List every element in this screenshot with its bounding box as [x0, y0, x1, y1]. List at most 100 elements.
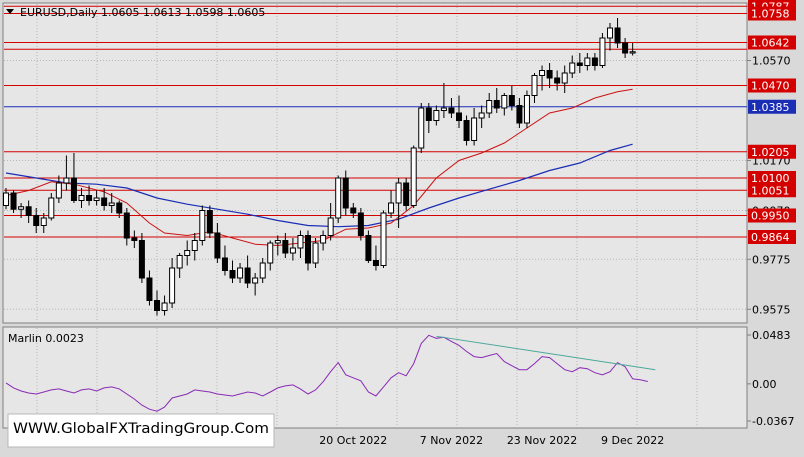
level-label: 0.9864 — [751, 231, 790, 244]
candle-bear — [622, 42, 629, 54]
candle-bull — [18, 206, 25, 210]
candle-bull — [629, 51, 636, 54]
candle-bull — [108, 202, 115, 206]
candle-bull — [584, 57, 591, 66]
x-tick-label: 9 Dec 2022 — [601, 434, 664, 447]
candle-bull — [48, 197, 55, 219]
y-tick-label: 1.0570 — [752, 55, 791, 68]
candle-bear — [25, 206, 32, 216]
candle-bear — [372, 260, 379, 266]
candle-bull — [599, 37, 606, 66]
candle-bull — [259, 262, 266, 279]
level-label-box — [748, 99, 796, 114]
candle-bull — [433, 110, 440, 121]
candle-bear — [305, 235, 311, 264]
candle-bear — [342, 177, 349, 209]
candle-bull — [40, 217, 47, 226]
level-label: 1.0385 — [751, 101, 790, 114]
candle-bull — [478, 112, 485, 119]
candle-bear — [365, 235, 372, 261]
candle-bull — [191, 240, 198, 251]
candle-bull — [486, 100, 493, 114]
candle-bull — [78, 195, 85, 201]
candle-bull — [471, 117, 478, 141]
candle-bear — [516, 105, 523, 124]
level-label: 1.0205 — [751, 146, 790, 159]
candle-bull — [63, 177, 70, 184]
osc-y-tick-label: -0.0367 — [752, 415, 794, 428]
candle-bear — [282, 240, 289, 254]
osc-y-tick-label: 0.0483 — [752, 329, 791, 342]
candle-bear — [146, 277, 153, 301]
candle-bull — [569, 62, 576, 74]
osc-y-tick-label: 0.00 — [752, 378, 777, 391]
candle-bear — [576, 62, 583, 66]
candle-bear — [70, 177, 77, 201]
candle-bear — [131, 237, 138, 241]
level-label-box — [748, 230, 796, 244]
candle-bull — [523, 95, 530, 124]
candle-bull — [93, 197, 100, 201]
candle-bull — [410, 147, 417, 206]
level-label-box — [748, 35, 796, 50]
candle-bear — [244, 267, 251, 284]
candle-bull — [184, 250, 191, 256]
candle-bull — [327, 217, 334, 236]
candle-bull — [3, 192, 9, 206]
candle-bull — [274, 240, 281, 244]
x-tick-label: 7 Nov 2022 — [420, 434, 483, 447]
candle-bull — [388, 202, 395, 214]
candle-bear — [493, 100, 500, 109]
level-label-box — [748, 183, 796, 198]
candle-bull — [531, 75, 538, 96]
level-label: 1.0470 — [751, 80, 790, 93]
candle-bear — [591, 57, 598, 66]
candle-bear — [214, 232, 221, 259]
candle-bear — [456, 112, 462, 121]
symbol-info: EURUSD,Daily 1.0605 1.0613 1.0598 1.0605 — [20, 6, 265, 19]
level-label: 0.9950 — [751, 210, 790, 223]
x-tick-label: 20 Oct 2022 — [319, 434, 387, 447]
y-tick-label: 0.9575 — [752, 303, 791, 316]
candle-bear — [357, 212, 364, 236]
oscillator-title: Marlin 0.0023 — [8, 332, 84, 345]
candle-bear — [10, 192, 17, 210]
watermark-box — [7, 413, 275, 448]
candle-bull — [501, 95, 508, 109]
y-tick-label: 0.9775 — [752, 253, 791, 266]
candle-bear — [33, 215, 40, 226]
candle-bull — [199, 210, 206, 241]
candle-bear — [554, 77, 561, 84]
candle-bull — [267, 242, 274, 264]
candle-bear — [116, 202, 123, 214]
divergence-line — [436, 335, 656, 371]
candle-bull — [607, 27, 613, 39]
candle-bear — [508, 95, 515, 106]
level-label: 1.0051 — [751, 184, 790, 197]
candle-bull — [289, 247, 296, 254]
candle-bear — [229, 270, 236, 279]
candle-bear — [86, 195, 93, 201]
candle-bear — [425, 107, 432, 121]
level-label-box — [748, 144, 796, 159]
candle-bull — [561, 72, 568, 84]
candle-bull — [335, 177, 342, 219]
oscillator-panel[interactable] — [2, 326, 748, 429]
candle-bull — [418, 107, 425, 149]
candle-bear — [206, 210, 213, 234]
candle-bear — [614, 27, 621, 44]
candle-bear — [101, 197, 108, 206]
x-tick-label: 23 Nov 2022 — [507, 434, 577, 447]
level-label: 1.0100 — [751, 172, 790, 185]
candle-bear — [463, 120, 470, 141]
level-label-box — [748, 208, 796, 223]
candle-bull — [252, 277, 259, 284]
ma-slow-line — [5, 143, 633, 228]
oscillator-line — [5, 334, 648, 412]
candle-bull — [312, 242, 319, 264]
candle-bull — [395, 182, 402, 204]
price-panel[interactable] — [2, 2, 748, 324]
level-label: 1.0642 — [751, 37, 790, 50]
collapse-triangle-icon[interactable] — [6, 9, 14, 14]
